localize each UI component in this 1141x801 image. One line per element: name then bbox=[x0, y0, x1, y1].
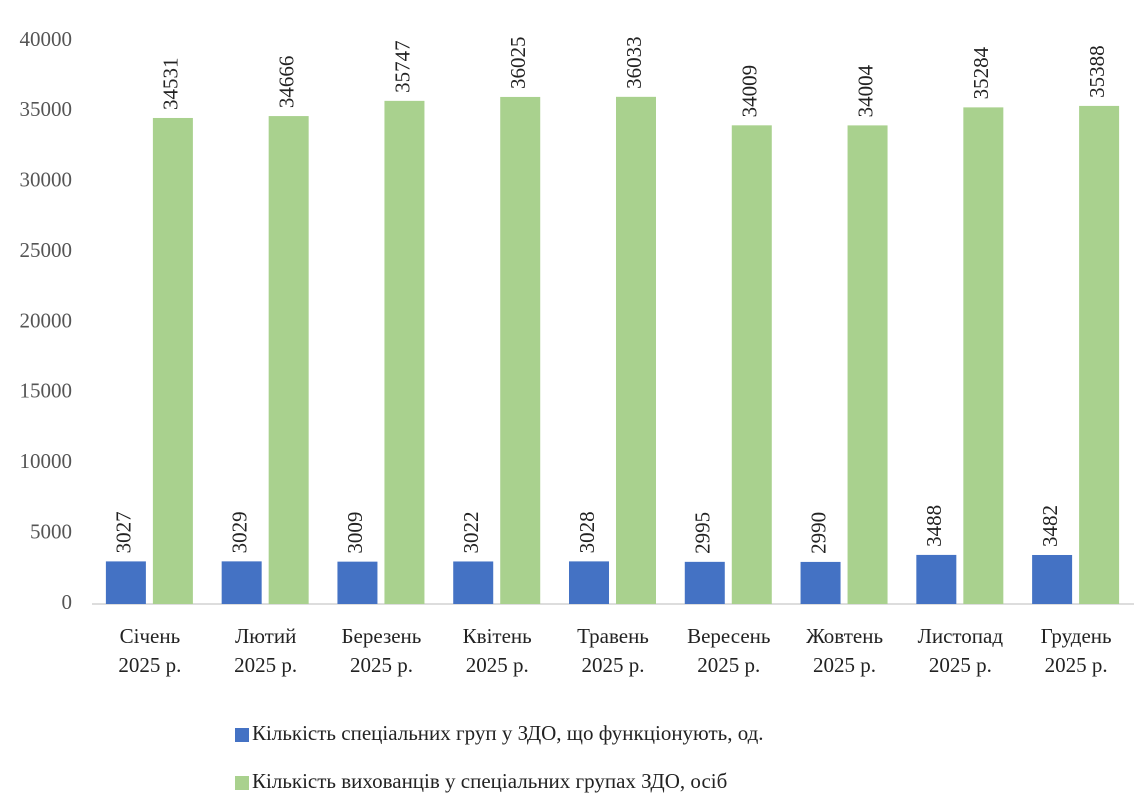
y-tick-label: 10000 bbox=[20, 449, 73, 473]
x-tick-label: 2025 р. bbox=[697, 653, 760, 677]
value-label: 2995 bbox=[691, 512, 715, 554]
value-label: 3022 bbox=[459, 511, 483, 553]
bar bbox=[152, 117, 193, 605]
x-tick-label: Жовтень bbox=[806, 624, 883, 648]
value-label: 34531 bbox=[159, 57, 183, 110]
bar bbox=[1032, 554, 1073, 604]
y-tick-label: 15000 bbox=[20, 379, 73, 403]
bar bbox=[105, 561, 146, 604]
x-tick-label: Травень bbox=[577, 624, 649, 648]
y-tick-label: 5000 bbox=[30, 519, 72, 543]
y-tick-label: 20000 bbox=[20, 308, 73, 332]
x-tick-label: Січень bbox=[120, 624, 181, 648]
bar bbox=[916, 554, 957, 604]
x-tick-label: 2025 р. bbox=[350, 653, 413, 677]
value-label: 35284 bbox=[969, 46, 993, 99]
bar bbox=[221, 561, 262, 604]
legend-label: Кількість вихованців у спеціальних група… bbox=[252, 769, 727, 793]
x-tick-label: 2025 р. bbox=[929, 653, 992, 677]
bar bbox=[453, 561, 494, 604]
x-tick-label: 2025 р. bbox=[1045, 653, 1108, 677]
value-label: 2990 bbox=[806, 512, 830, 554]
value-label: 34666 bbox=[274, 56, 298, 109]
bar bbox=[847, 125, 888, 604]
bar bbox=[731, 125, 772, 604]
x-tick-label: Березень bbox=[341, 624, 421, 648]
value-label: 3482 bbox=[1038, 505, 1062, 547]
bar bbox=[500, 96, 541, 605]
x-tick-label: Грудень bbox=[1041, 624, 1112, 648]
value-label: 34004 bbox=[853, 64, 877, 117]
value-label: 35747 bbox=[390, 40, 414, 93]
bar bbox=[384, 100, 425, 605]
x-tick-label: 2025 р. bbox=[234, 653, 297, 677]
value-label: 36033 bbox=[622, 36, 646, 89]
value-label: 34009 bbox=[738, 65, 762, 118]
bar bbox=[616, 96, 656, 605]
bar bbox=[569, 561, 609, 604]
bar bbox=[963, 107, 1004, 605]
value-label: 3027 bbox=[112, 511, 136, 553]
value-label: 35388 bbox=[1085, 45, 1109, 98]
legend-swatch bbox=[235, 728, 249, 742]
value-label: 3488 bbox=[922, 505, 946, 547]
value-label: 3028 bbox=[575, 511, 599, 553]
x-tick-label: 2025 р. bbox=[466, 653, 529, 677]
value-label: 3009 bbox=[343, 512, 367, 554]
x-tick-label: 2025 р. bbox=[582, 653, 645, 677]
x-tick-label: 2025 р. bbox=[813, 653, 876, 677]
legend-swatch bbox=[235, 776, 249, 790]
bar bbox=[337, 561, 378, 604]
x-tick-label: Лютий bbox=[235, 624, 296, 648]
value-label: 36025 bbox=[506, 36, 530, 89]
x-tick-label: Листопад bbox=[918, 624, 1004, 648]
bar bbox=[268, 116, 309, 604]
x-tick-label: Вересень bbox=[687, 624, 770, 648]
x-tick-label: 2025 р. bbox=[118, 653, 181, 677]
y-tick-label: 0 bbox=[62, 590, 73, 614]
bar bbox=[1079, 105, 1120, 604]
legend-label: Кількість спеціальних груп у ЗДО, що фун… bbox=[252, 721, 764, 745]
y-tick-label: 35000 bbox=[20, 97, 73, 121]
y-tick-label: 40000 bbox=[20, 27, 73, 51]
value-label: 3029 bbox=[227, 511, 251, 553]
y-tick-label: 25000 bbox=[20, 238, 73, 262]
y-tick-label: 30000 bbox=[20, 168, 73, 192]
bar bbox=[800, 561, 841, 604]
bar bbox=[684, 561, 725, 604]
x-tick-label: Квітень bbox=[463, 624, 532, 648]
